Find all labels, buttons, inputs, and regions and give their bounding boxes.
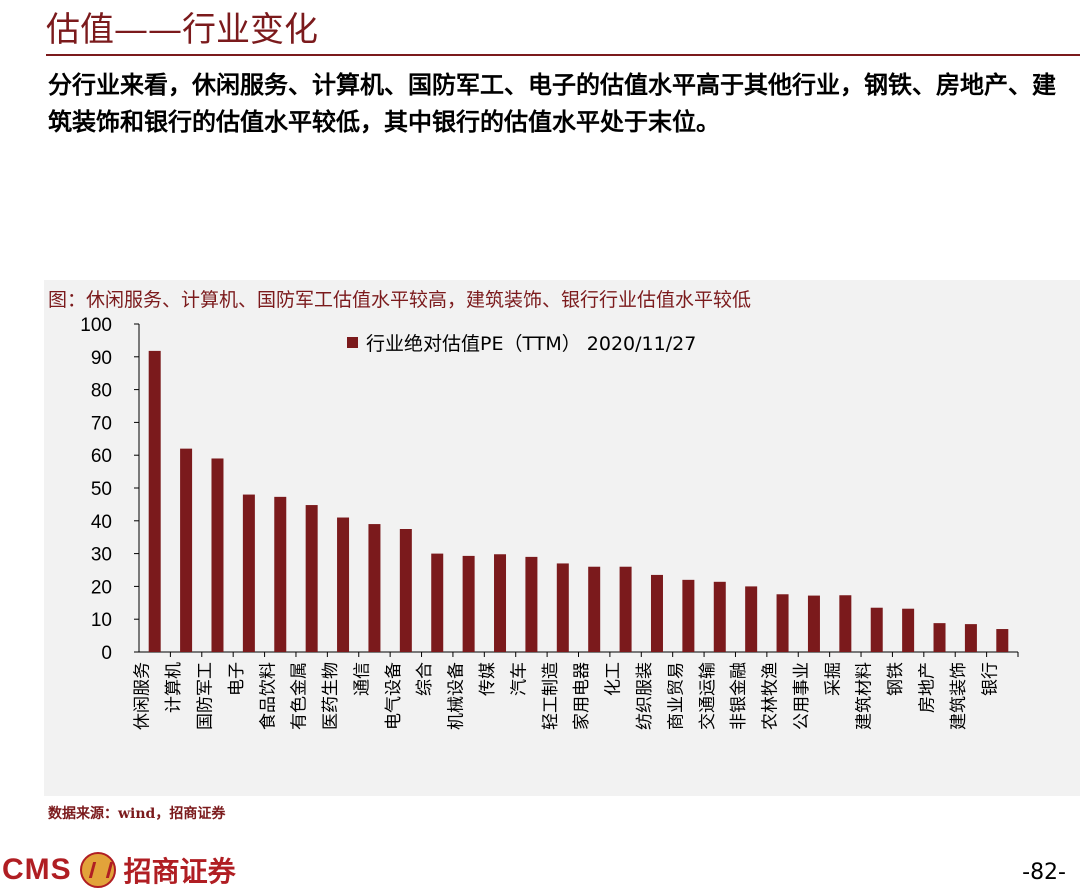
logo-cms-text: CMS — [2, 853, 72, 886]
y-tick-label: 70 — [91, 413, 112, 434]
y-tick-label: 0 — [101, 643, 112, 664]
x-category-label: 医药生物 — [321, 662, 341, 730]
y-tick-label: 30 — [91, 545, 112, 566]
logo-emblem-icon — [79, 852, 116, 888]
x-category-label: 汽车 — [509, 662, 529, 696]
x-category-label: 建筑材料 — [855, 662, 875, 730]
x-category-label: 公用事业 — [792, 662, 812, 730]
x-category-label: 综合 — [415, 662, 435, 696]
bar — [682, 579, 695, 652]
x-category-label: 建筑装饰 — [949, 662, 969, 730]
bar — [211, 458, 224, 652]
bar — [525, 556, 538, 652]
x-category-label: 交通运输 — [698, 662, 718, 730]
bar — [713, 581, 726, 652]
y-tick-label: 60 — [91, 446, 112, 467]
chart-title: 图：休闲服务、计算机、国防军工估值水平较高，建筑装饰、银行行业估值水平较低 — [48, 289, 752, 311]
bar — [745, 586, 758, 652]
bar — [368, 524, 381, 652]
page-number: -82- — [1022, 860, 1066, 885]
title-divider — [46, 54, 1080, 56]
x-category-label: 钢铁 — [886, 662, 906, 696]
bar — [933, 623, 946, 652]
bar — [462, 555, 475, 652]
bar — [305, 505, 318, 652]
x-category-label: 电子 — [227, 662, 247, 696]
x-category-label: 有色金属 — [290, 662, 310, 730]
legend-label: 行业绝对估值PE（TTM） 2020/11/27 — [366, 333, 696, 355]
y-tick-label: 90 — [91, 348, 112, 369]
bar — [274, 496, 287, 652]
y-tick-label: 50 — [91, 479, 112, 500]
x-category-label: 计算机 — [164, 662, 184, 713]
bar — [494, 554, 507, 652]
legend-swatch — [347, 337, 358, 348]
y-tick-label: 80 — [91, 381, 112, 402]
x-category-label: 国防军工 — [195, 662, 215, 730]
logo-chinese-text: 招商证券 — [123, 855, 236, 888]
x-category-label: 食品饮料 — [258, 662, 278, 730]
bar — [902, 608, 915, 652]
x-category-label: 纺织服装 — [635, 662, 655, 730]
x-category-label: 传媒 — [478, 662, 498, 696]
x-category-label: 房地产 — [918, 662, 938, 713]
x-category-label: 非银金融 — [729, 662, 749, 730]
company-logo: CMS 招商证券 — [2, 848, 236, 892]
x-category-label: 商业贸易 — [666, 662, 686, 730]
y-tick-label: 40 — [91, 512, 112, 533]
bar — [556, 563, 569, 652]
x-category-label: 休闲服务 — [133, 662, 153, 730]
bar — [650, 574, 663, 652]
bar — [839, 595, 852, 652]
y-tick-label: 10 — [91, 610, 112, 631]
x-category-label: 化工 — [604, 662, 624, 696]
x-category-label: 轻工制造 — [541, 662, 561, 730]
bar — [996, 629, 1009, 652]
bar — [242, 494, 255, 652]
y-tick-label: 20 — [91, 577, 112, 598]
bar — [180, 448, 193, 652]
source-note: 数据来源：wind，招商证券 — [48, 806, 226, 822]
x-category-label: 银行 — [980, 662, 1000, 696]
bar — [619, 566, 632, 652]
x-category-label: 农林牧渔 — [761, 662, 781, 730]
bar — [776, 594, 789, 652]
x-category-label: 机械设备 — [447, 662, 467, 730]
x-category-label: 电气设备 — [384, 662, 404, 730]
bar — [807, 595, 820, 652]
bar — [588, 566, 601, 652]
intro-paragraph: 分行业来看，休闲服务、计算机、国防军工、电子的估值水平高于其他行业，钢铁、房地产… — [48, 70, 1056, 136]
bar — [964, 624, 977, 652]
page-title: 估值——行业变化 — [46, 10, 318, 50]
x-category-label: 采掘 — [823, 662, 843, 696]
bar — [870, 607, 883, 652]
x-category-label: 家用电器 — [572, 662, 592, 730]
bar — [337, 517, 350, 652]
bar — [399, 529, 412, 652]
y-tick-label: 100 — [80, 315, 112, 336]
x-category-label: 通信 — [352, 662, 372, 696]
bar — [148, 350, 161, 652]
bar — [431, 553, 444, 652]
